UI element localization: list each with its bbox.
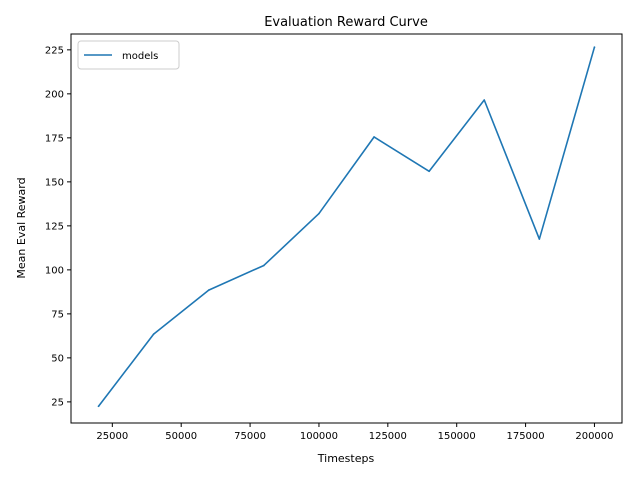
x-tick-label: 175000 (506, 431, 544, 442)
y-tick-label: 175 (45, 133, 64, 144)
plot-frame (70, 33, 623, 424)
x-tick-label: 75000 (234, 431, 266, 442)
y-axis: 25 50 75 100 125 150 175 200 225 (45, 45, 71, 408)
y-tick-label: 25 (51, 397, 64, 408)
x-axis-label: Timesteps (317, 452, 375, 465)
x-tick-label: 100000 (300, 431, 338, 442)
y-tick-label: 75 (51, 309, 64, 320)
data-point (428, 170, 430, 173)
data-point (97, 405, 100, 408)
data-point (593, 46, 596, 49)
chart-title: Evaluation Reward Curve (264, 15, 428, 30)
series-line-models (97, 46, 596, 408)
data-point (152, 333, 155, 335)
data-point (207, 289, 210, 291)
y-tick-label: 225 (45, 45, 64, 56)
legend-box (77, 40, 180, 70)
y-tick-label: 200 (45, 89, 64, 100)
x-axis: 25000 50000 75000 100000 125000 150000 175000 2… (96, 423, 614, 442)
data-point (318, 212, 320, 215)
x-tick-label: 150000 (438, 431, 476, 442)
x-tick-label: 125000 (369, 431, 407, 442)
series-layer (97, 46, 596, 408)
y-tick-label: 100 (45, 265, 64, 276)
x-tick-label: 200000 (575, 431, 613, 442)
data-point (263, 264, 265, 267)
x-tick-label: 25000 (96, 431, 128, 442)
legend: models (77, 40, 180, 70)
data-point (483, 99, 486, 101)
y-tick-label: 50 (51, 353, 64, 364)
y-axis-label: Mean Eval Reward (15, 177, 28, 278)
y-tick-label: 125 (45, 221, 64, 232)
y-tick-label: 150 (45, 177, 64, 188)
x-tick-label: 50000 (165, 431, 197, 442)
data-point (373, 136, 375, 138)
legend-label-models: models (122, 51, 158, 62)
data-point (538, 238, 541, 240)
